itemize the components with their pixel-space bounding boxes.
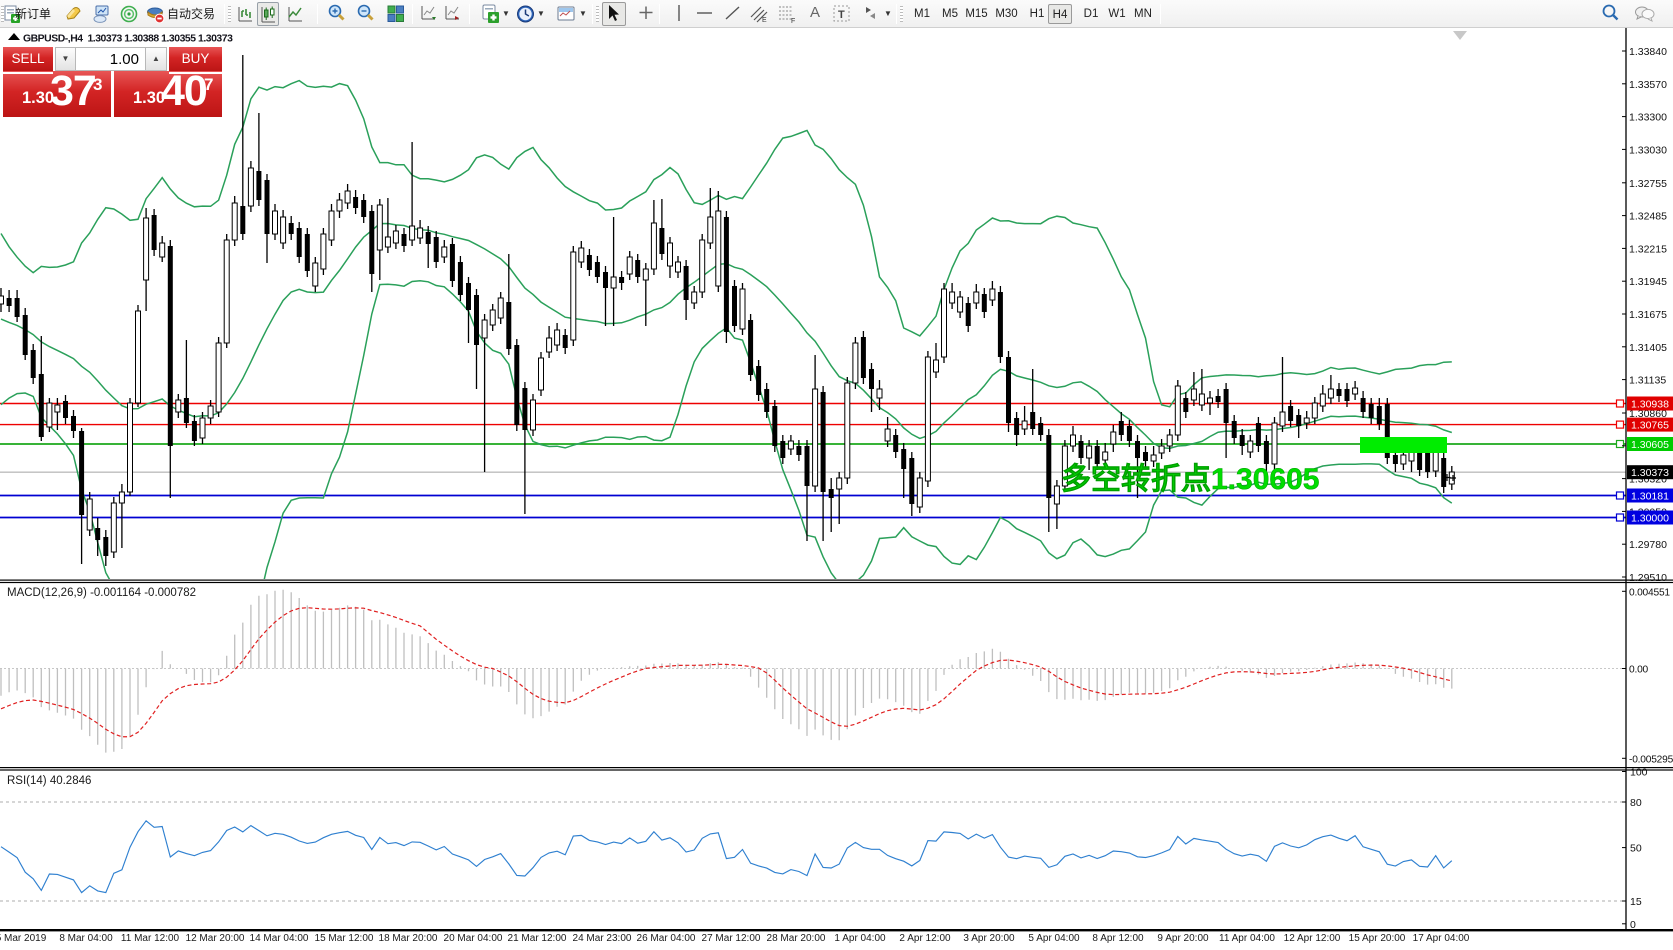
svg-text:1.31135: 1.31135 bbox=[1629, 375, 1666, 387]
svg-text:1 Apr 04:00: 1 Apr 04:00 bbox=[834, 933, 886, 944]
svg-text:2 Apr 12:00: 2 Apr 12:00 bbox=[899, 933, 951, 944]
svg-text:5 Apr 04:00: 5 Apr 04:00 bbox=[1028, 933, 1080, 944]
svg-text:50: 50 bbox=[1630, 843, 1642, 855]
svg-text:1.33840: 1.33840 bbox=[1629, 46, 1667, 58]
svg-text:17 Apr 04:00: 17 Apr 04:00 bbox=[1413, 933, 1470, 944]
svg-text:1.30181: 1.30181 bbox=[1631, 491, 1669, 503]
svg-text:1.32215: 1.32215 bbox=[1629, 243, 1667, 255]
svg-text:20 Mar 04:00: 20 Mar 04:00 bbox=[444, 933, 503, 944]
svg-text:100: 100 bbox=[1630, 767, 1648, 779]
svg-text:1.30765: 1.30765 bbox=[1631, 420, 1669, 432]
svg-text:0: 0 bbox=[1630, 919, 1636, 931]
svg-text:1.32485: 1.32485 bbox=[1629, 211, 1667, 223]
svg-text:1.31945: 1.31945 bbox=[1629, 276, 1667, 288]
svg-text:28 Mar 20:00: 28 Mar 20:00 bbox=[767, 933, 826, 944]
svg-text:9 Apr 20:00: 9 Apr 20:00 bbox=[1157, 933, 1209, 944]
svg-text:15 Apr 20:00: 15 Apr 20:00 bbox=[1349, 933, 1406, 944]
svg-text:-0.005295: -0.005295 bbox=[1629, 754, 1673, 765]
svg-text:8 Mar 04:00: 8 Mar 04:00 bbox=[59, 933, 113, 944]
svg-text:1.33030: 1.33030 bbox=[1629, 144, 1667, 156]
svg-text:3 Apr 20:00: 3 Apr 20:00 bbox=[963, 933, 1015, 944]
svg-text:11 Mar 12:00: 11 Mar 12:00 bbox=[121, 933, 180, 944]
svg-text:12 Apr 12:00: 12 Apr 12:00 bbox=[1284, 933, 1341, 944]
svg-text:RSI(14) 40.2846: RSI(14) 40.2846 bbox=[7, 775, 91, 787]
svg-text:8 Apr 12:00: 8 Apr 12:00 bbox=[1092, 933, 1144, 944]
svg-text:1.30938: 1.30938 bbox=[1631, 399, 1669, 411]
svg-text:GBPUSD-,H4 1.30373 1.30388 1.: GBPUSD-,H4 1.30373 1.30388 1.30355 1.303… bbox=[23, 34, 233, 45]
svg-text:1.33300: 1.33300 bbox=[1629, 112, 1667, 124]
svg-text:1.32755: 1.32755 bbox=[1629, 178, 1667, 190]
svg-text:0.004551: 0.004551 bbox=[1629, 587, 1670, 598]
svg-text:1.33570: 1.33570 bbox=[1629, 79, 1667, 91]
svg-text:F: F bbox=[791, 18, 795, 25]
svg-text:24 Mar 23:00: 24 Mar 23:00 bbox=[573, 933, 632, 944]
svg-text:T: T bbox=[838, 9, 845, 21]
svg-text:11 Apr 04:00: 11 Apr 04:00 bbox=[1219, 933, 1275, 944]
svg-text:14 Mar 04:00: 14 Mar 04:00 bbox=[250, 933, 309, 944]
svg-text:80: 80 bbox=[1630, 797, 1642, 809]
svg-text:5 Mar 2019: 5 Mar 2019 bbox=[0, 933, 47, 944]
svg-text:E: E bbox=[762, 17, 767, 24]
svg-text:多空转折点1.30605: 多空转折点1.30605 bbox=[1061, 463, 1319, 496]
svg-text:1.30000: 1.30000 bbox=[1631, 513, 1669, 525]
svg-text:1.30605: 1.30605 bbox=[1631, 439, 1669, 451]
svg-text:1.30373: 1.30373 bbox=[1631, 467, 1669, 479]
svg-text:21 Mar 12:00: 21 Mar 12:00 bbox=[508, 933, 567, 944]
svg-text:1.31675: 1.31675 bbox=[1629, 309, 1667, 321]
svg-text:1.29510: 1.29510 bbox=[1629, 572, 1667, 584]
svg-text:1.31405: 1.31405 bbox=[1629, 342, 1667, 354]
svg-text:26 Mar 04:00: 26 Mar 04:00 bbox=[637, 933, 696, 944]
svg-text:1.29780: 1.29780 bbox=[1629, 539, 1667, 551]
svg-text:15 Mar 12:00: 15 Mar 12:00 bbox=[315, 933, 374, 944]
svg-text:12 Mar 20:00: 12 Mar 20:00 bbox=[186, 933, 245, 944]
svg-text:18 Mar 20:00: 18 Mar 20:00 bbox=[379, 933, 438, 944]
svg-text:27 Mar 12:00: 27 Mar 12:00 bbox=[702, 933, 761, 944]
svg-text:1.30860: 1.30860 bbox=[1629, 408, 1667, 420]
svg-text:15: 15 bbox=[1630, 896, 1642, 908]
svg-text:0.00: 0.00 bbox=[1629, 665, 1649, 676]
svg-text:MACD(12,26,9) -0.001164 -0.000: MACD(12,26,9) -0.001164 -0.000782 bbox=[7, 587, 196, 599]
